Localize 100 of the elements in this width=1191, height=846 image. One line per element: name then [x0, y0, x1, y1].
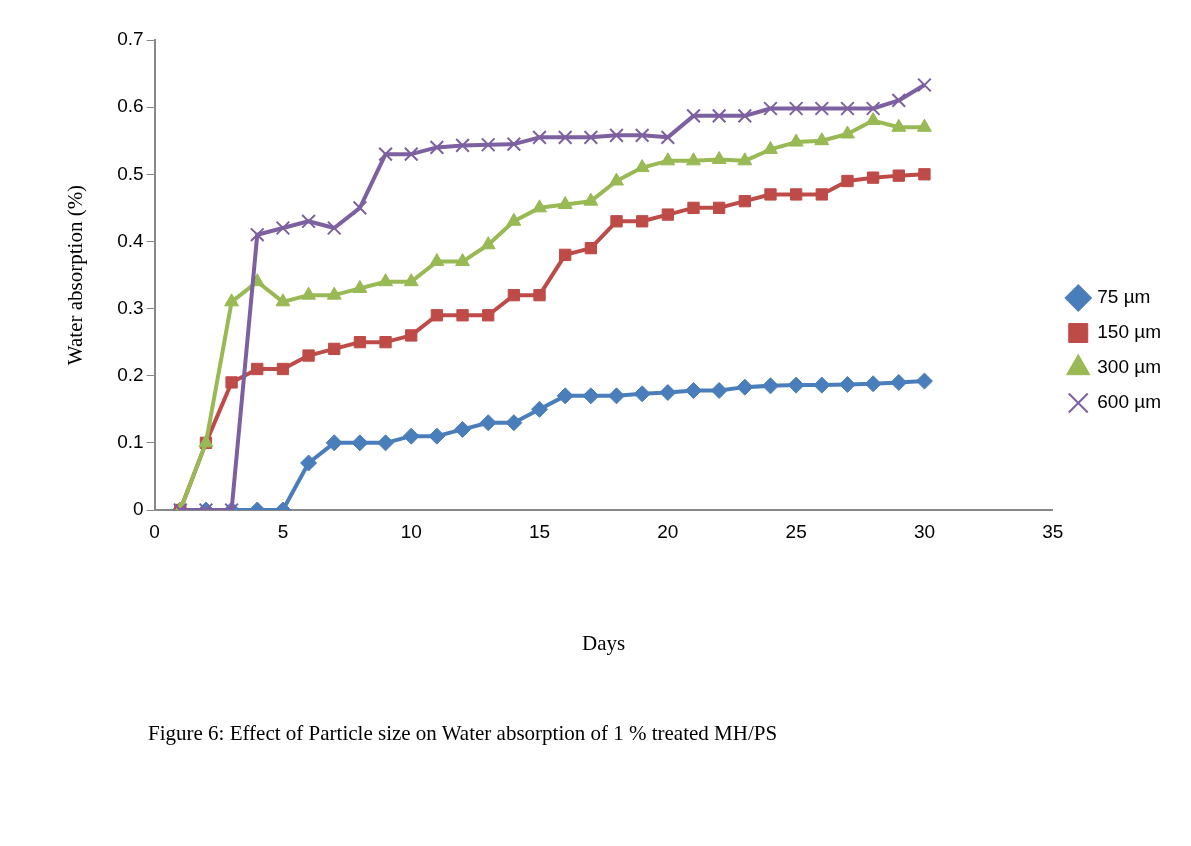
point [686, 152, 701, 166]
point [480, 137, 496, 153]
point [763, 140, 778, 154]
point [506, 136, 522, 152]
point [661, 208, 674, 221]
point [761, 377, 779, 395]
legend-label: 600 µm [1097, 391, 1162, 413]
point [866, 171, 880, 184]
point [711, 108, 727, 124]
point [660, 129, 676, 145]
point [659, 384, 677, 401]
point [609, 172, 624, 186]
y-tick-label: 0.1 [117, 431, 144, 453]
point [556, 387, 574, 405]
y-tick-label: 0.7 [117, 28, 144, 50]
point [634, 159, 650, 173]
x-tick-label: 0 [149, 520, 160, 542]
point [737, 152, 753, 166]
point [636, 215, 649, 228]
point [300, 454, 318, 472]
y-tick-label: 0.4 [117, 229, 145, 251]
point [328, 342, 341, 356]
x-tick-label: 5 [277, 520, 289, 542]
point [582, 387, 600, 405]
y-axis-title: Water absorption (%) [63, 184, 88, 366]
point [479, 414, 497, 432]
point [865, 112, 881, 126]
point [789, 188, 803, 201]
point [918, 168, 931, 181]
point [788, 133, 804, 147]
point [454, 420, 472, 438]
point [456, 309, 469, 322]
point [840, 101, 855, 116]
y-tick-label: 0.2 [117, 363, 144, 385]
point [533, 288, 546, 302]
x-tick-label: 20 [657, 520, 679, 542]
point [892, 169, 905, 182]
point [301, 213, 316, 229]
point [378, 146, 393, 162]
point [710, 381, 728, 399]
point [557, 129, 573, 145]
point [608, 387, 626, 405]
point [377, 434, 395, 452]
point [737, 108, 753, 124]
point [379, 335, 392, 349]
point [738, 194, 751, 208]
point [428, 427, 446, 445]
point [429, 140, 445, 155]
x-tick-label: 30 [913, 520, 936, 542]
point [763, 101, 778, 116]
point [917, 118, 932, 132]
point [505, 414, 523, 432]
point [890, 373, 908, 391]
point [532, 199, 547, 213]
point [838, 375, 856, 393]
point [660, 152, 676, 166]
point [583, 192, 599, 206]
y-tick-label: 0 [133, 498, 144, 520]
point [610, 215, 623, 228]
y-tick-label: 0.5 [117, 162, 144, 184]
point [351, 434, 369, 452]
point [891, 118, 907, 132]
caption: Figure 6: Effect of Particle size on Water absorption of 1 % treated MH/PS [148, 720, 778, 745]
point [378, 273, 393, 287]
x-tick-label: 25 [785, 520, 807, 542]
x-tick-label: 10 [400, 520, 422, 542]
point [224, 293, 240, 307]
point [865, 101, 881, 116]
point [814, 101, 830, 116]
point [633, 385, 651, 403]
point [915, 372, 933, 390]
y-tick-label: 0.6 [117, 95, 144, 117]
point [275, 220, 291, 236]
point [532, 129, 547, 145]
point [583, 129, 599, 145]
point [813, 376, 831, 394]
point [584, 241, 598, 255]
point [402, 427, 420, 445]
point [455, 253, 470, 267]
point [482, 309, 495, 322]
point [405, 329, 418, 342]
point [609, 127, 624, 143]
point [480, 236, 496, 250]
point [686, 108, 701, 124]
point [864, 375, 882, 393]
point [301, 286, 317, 300]
point [687, 201, 700, 215]
x-tick-label: 15 [528, 520, 551, 542]
point [225, 376, 238, 389]
point [507, 288, 521, 302]
legend-label: 300 µm [1097, 356, 1162, 378]
point [917, 77, 932, 93]
point [275, 293, 291, 307]
point [249, 227, 265, 243]
point [403, 273, 419, 287]
x-tick-label: 35 [1042, 520, 1064, 542]
point [429, 253, 445, 267]
point [326, 220, 342, 236]
point [713, 201, 726, 215]
point [559, 248, 572, 262]
